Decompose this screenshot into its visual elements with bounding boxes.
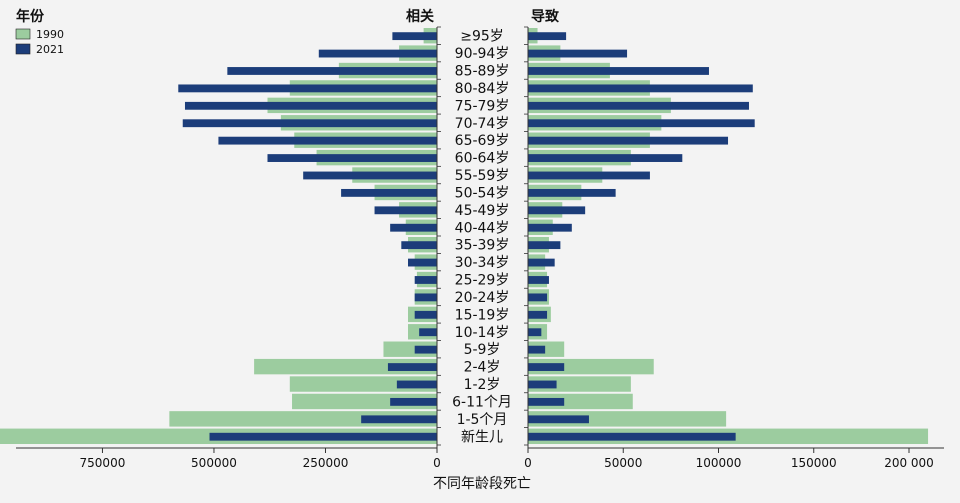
bars-layer [0,28,929,444]
right-bar-2021-21 [528,397,565,406]
age-label-22: 1-5个月 [457,412,508,428]
left-bar-2021-6 [218,136,437,145]
left-bar-2021-13 [408,258,437,267]
right-bar-2021-2 [528,67,709,75]
right-bar-2021-10 [528,206,586,215]
right-bar-2021-14 [528,276,549,284]
legend-swatch-1990 [15,28,31,40]
age-label-21: 6-11个月 [452,394,512,410]
left-bar-2021-11 [390,223,437,232]
age-label-4: 75-79岁 [455,98,510,114]
left-panel-title: 相关 [406,8,434,25]
age-label-14: 25-29岁 [455,273,510,289]
age-label-11: 40-44岁 [455,220,510,236]
age-label-8: 55-59岁 [455,168,510,184]
right-bar-2021-1 [528,49,628,58]
right-bar-2021-12 [528,241,561,250]
age-label-6: 65-69岁 [455,133,510,149]
right-bar-2021-3 [528,84,753,93]
right-bar-2021-4 [528,101,749,110]
age-label-13: 30-34岁 [455,255,510,271]
left-tick-label-0: 0 [433,456,441,470]
legend-label-1990: 1990 [36,28,64,41]
left-bar-2021-0 [392,32,437,41]
left-bar-2021-20 [396,380,437,389]
left-bar-2021-9 [341,188,437,197]
right-bar-2021-18 [528,345,546,354]
right-tick-label-3: 150000 [791,456,837,470]
age-label-10: 45-49岁 [455,203,510,219]
right-tick-label-2: 100000 [696,456,742,470]
right-bar-2021-22 [528,415,589,424]
right-bar-2021-11 [528,223,572,232]
right-panel-title: 导致 [531,8,560,25]
right-bar-2021-0 [528,32,567,41]
age-label-9: 50-54岁 [455,185,510,201]
left-bar-2021-4 [184,101,437,110]
right-bar-2021-16 [528,310,548,319]
legend-swatch-2021 [15,43,31,55]
left-bar-2021-10 [374,206,437,215]
age-label-16: 15-19岁 [455,307,510,323]
right-bar-2021-9 [528,188,616,197]
right-bar-2021-13 [528,258,555,267]
left-bar-2021-12 [401,241,437,250]
right-bar-2021-17 [528,328,542,337]
left-bar-2021-22 [361,415,437,424]
left-bar-2021-21 [390,397,437,406]
age-label-17: 10-14岁 [455,325,510,341]
right-bar-2021-8 [528,171,650,180]
left-bar-2021-5 [182,119,437,128]
x-axis-label: 不同年龄段死亡 [433,476,531,492]
age-label-0: ≥95岁 [460,29,504,45]
right-tick-label-0: 0 [524,456,532,470]
left-bar-2021-1 [318,49,437,58]
age-label-18: 5-9岁 [464,342,501,358]
right-bar-2021-20 [528,380,557,389]
left-tick-label-1: 250000 [303,456,349,470]
left-bar-2021-19 [387,363,437,371]
age-label-20: 1-2岁 [464,377,501,393]
right-tick-label-4: 200 000 [884,456,934,470]
left-tick-label-3: 750000 [80,456,126,470]
age-label-3: 80-84岁 [455,81,510,97]
left-bar-2021-15 [414,293,437,302]
left-bar-2021-16 [414,310,437,319]
right-bar-2021-19 [528,363,565,371]
axes-layer: 0 250000 500000 750000 0 50000 100000 150000 200… [16,26,944,470]
left-bar-2021-14 [414,276,437,284]
age-label-23: 新生儿 [461,429,503,445]
age-label-19: 2-4岁 [464,360,501,376]
right-tick-label-1: 50000 [604,456,642,470]
right-bar-2021-6 [528,136,729,145]
right-bar-2021-23 [528,432,736,441]
left-bar-2021-8 [303,171,437,180]
age-label-15: 20-24岁 [455,290,510,306]
right-bar-2021-7 [528,154,683,162]
legend-label-2021: 2021 [36,43,64,56]
left-bar-2021-7 [267,154,437,162]
left-bar-2021-18 [414,345,437,354]
age-label-12: 35-39岁 [455,238,510,254]
left-bar-2021-17 [419,328,437,337]
age-label-7: 60-64岁 [455,151,510,167]
age-label-5: 70-74岁 [455,116,510,132]
legend-title: 年份 [16,8,45,25]
right-bar-2021-15 [528,293,548,302]
left-bar-2021-23 [209,432,437,441]
legend: 年份 1990 2021 [15,8,64,56]
age-label-2: 85-89岁 [455,64,510,80]
right-bar-2021-5 [528,119,755,128]
left-bar-2021-3 [178,84,438,93]
left-bar-2021-2 [227,67,437,75]
age-label-1: 90-94岁 [455,46,510,62]
left-tick-label-2: 500000 [191,456,237,470]
